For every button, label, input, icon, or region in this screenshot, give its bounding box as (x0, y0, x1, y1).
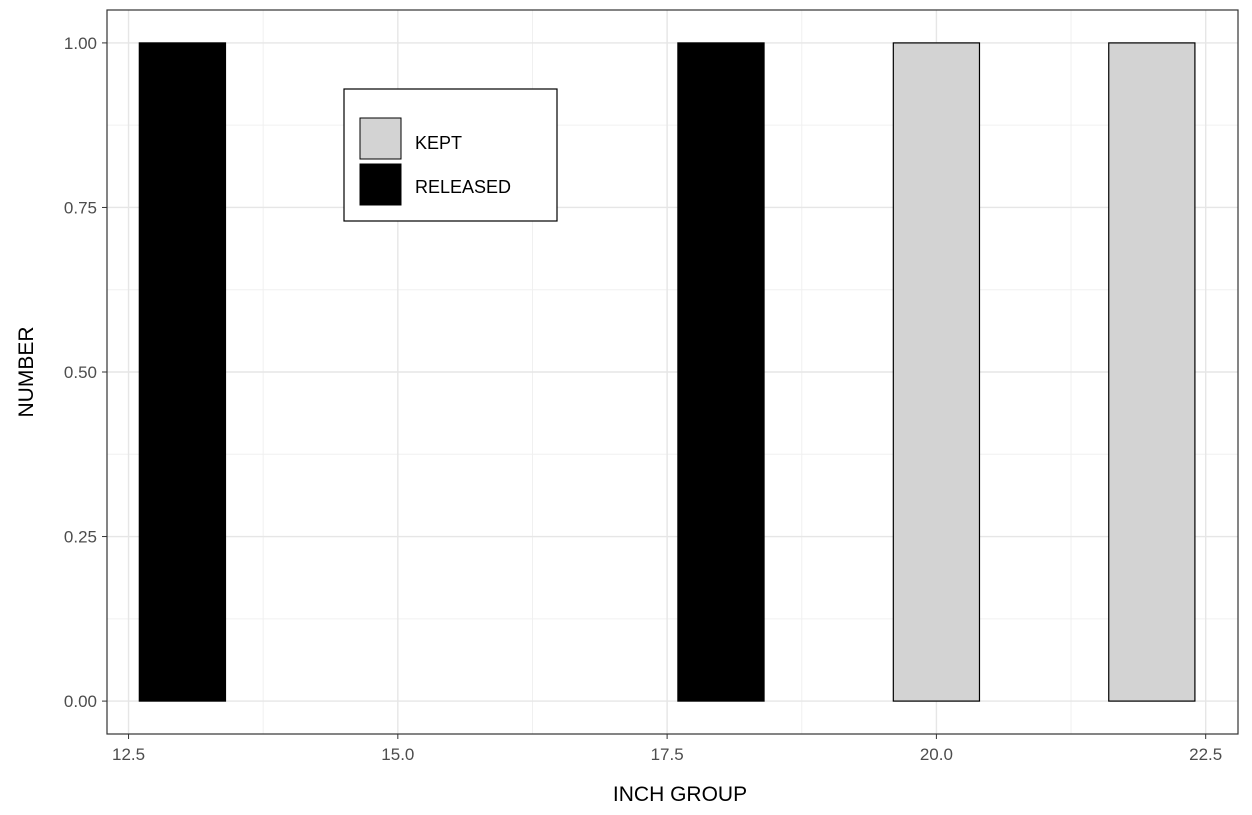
y-tick-label: 0.25 (64, 528, 97, 547)
x-tick-label: 17.5 (651, 745, 684, 764)
bar-released (138, 42, 227, 702)
x-axis: 12.5 15.0 17.5 20.0 22.5 (112, 734, 1222, 764)
y-axis: 0.00 0.25 0.50 0.75 1.00 (64, 34, 107, 711)
legend-label-released: RELEASED (415, 177, 511, 197)
x-tick-label: 22.5 (1189, 745, 1222, 764)
legend-key-kept (359, 117, 402, 160)
bar-kept (1108, 42, 1196, 702)
x-tick-label: 20.0 (920, 745, 953, 764)
bar-kept (892, 42, 981, 702)
grid-lines (107, 10, 1238, 734)
legend: KEPT RELEASED (343, 88, 558, 222)
x-axis-title: INCH GROUP (613, 783, 747, 806)
y-tick-label: 1.00 (64, 34, 97, 53)
bar-released (677, 42, 765, 702)
y-tick-label: 0.00 (64, 692, 97, 711)
y-tick-label: 0.50 (64, 363, 97, 382)
legend-label-kept: KEPT (415, 133, 462, 153)
y-tick-label: 0.75 (64, 198, 97, 217)
y-axis-title: NUMBER (15, 326, 38, 417)
x-tick-label: 12.5 (112, 745, 145, 764)
legend-key-released (359, 163, 402, 206)
x-tick-label: 15.0 (381, 745, 414, 764)
bars (138, 42, 1196, 702)
